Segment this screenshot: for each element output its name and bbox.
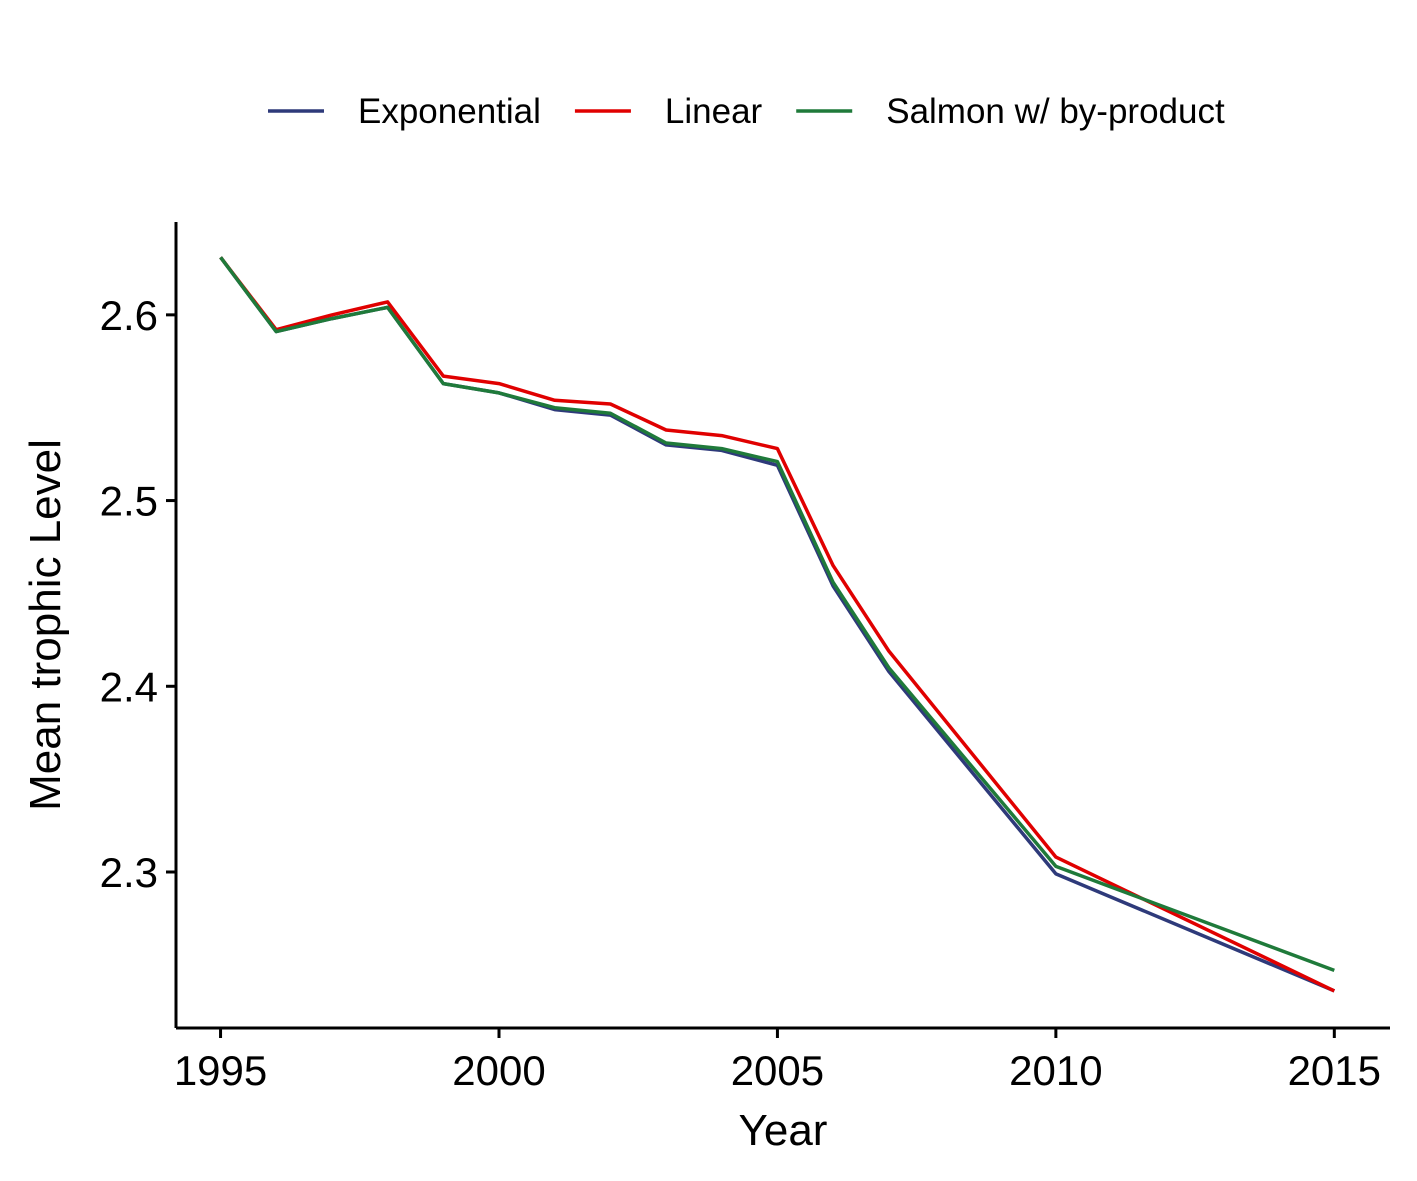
x-axis-title: Year xyxy=(739,1106,828,1155)
y-tick-label: 2.5 xyxy=(100,478,158,525)
x-tick-label: 1995 xyxy=(174,1047,267,1094)
x-tick-label: 2000 xyxy=(452,1047,545,1094)
legend-label-linear: Linear xyxy=(665,92,763,131)
x-tick-label: 2015 xyxy=(1288,1047,1381,1094)
y-axis-ticks: 2.3 2.4 2.5 2.6 xyxy=(100,292,176,896)
y-axis-title: Mean trophic Level xyxy=(21,439,70,811)
legend-label-exponential: Exponential xyxy=(358,92,541,131)
y-tick-label: 2.3 xyxy=(100,849,158,896)
legend: Exponential Linear Salmon w/ by-product xyxy=(268,92,1225,131)
legend-label-salmon-w-by-product: Salmon w/ by-product xyxy=(886,92,1225,131)
x-axis-ticks: 1995 2000 2005 2010 2015 xyxy=(174,1028,1381,1094)
series-line-exponential xyxy=(219,256,1335,993)
series-line-salmon-w-by-product xyxy=(219,256,1335,973)
series-line-linear xyxy=(219,256,1336,993)
y-tick-label: 2.4 xyxy=(100,663,158,710)
series-layer xyxy=(219,256,1336,993)
x-tick-label: 2010 xyxy=(1009,1047,1102,1094)
y-tick-label: 2.6 xyxy=(100,292,158,339)
x-tick-label: 2005 xyxy=(731,1047,824,1094)
